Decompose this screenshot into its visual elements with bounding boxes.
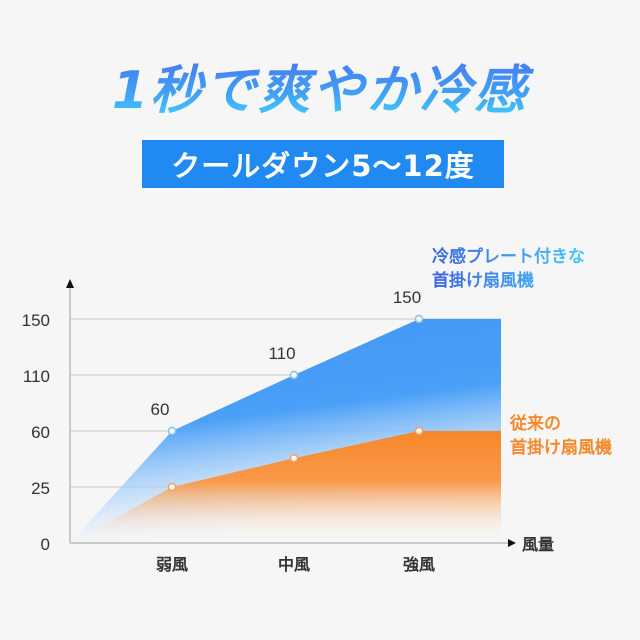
y-tick-label: 150 bbox=[22, 311, 50, 330]
y-tick-label: 110 bbox=[23, 367, 50, 386]
data-point bbox=[167, 482, 177, 492]
x-tick-label: 強風 bbox=[403, 555, 435, 574]
series-area-1 bbox=[70, 431, 501, 543]
y-tick-label: 25 bbox=[31, 479, 50, 498]
legend-blue: 冷感プレート付きな 首掛け扇風機 bbox=[432, 245, 585, 293]
data-label: 60 bbox=[151, 400, 170, 419]
data-point bbox=[414, 426, 424, 436]
data-label: 110 bbox=[268, 344, 295, 363]
data-point bbox=[289, 370, 299, 380]
data-point bbox=[289, 453, 299, 463]
cooldown-badge: クールダウン5〜12度 bbox=[142, 140, 504, 188]
data-point bbox=[414, 314, 424, 324]
data-point bbox=[167, 426, 177, 436]
page-title: 1秒で爽やか冷感 bbox=[0, 48, 640, 123]
y-axis-arrow-icon bbox=[66, 279, 74, 288]
x-axis-arrow-icon bbox=[508, 539, 516, 547]
legend-orange-line1: 従来の bbox=[510, 414, 561, 434]
legend-blue-line1: 冷感プレート付きな bbox=[432, 247, 585, 267]
x-axis-label: 風量 bbox=[522, 535, 554, 554]
legend-orange-line2: 首掛け扇風機 bbox=[510, 438, 612, 458]
legend-orange: 従来の 首掛け扇風機 bbox=[510, 412, 612, 460]
y-tick-label: 60 bbox=[31, 423, 50, 442]
x-tick-label: 弱風 bbox=[156, 555, 188, 574]
data-label: 150 bbox=[393, 288, 421, 307]
legend-blue-line2: 首掛け扇風機 bbox=[432, 271, 534, 291]
y-tick-label: 0 bbox=[41, 535, 50, 554]
x-tick-label: 中風 bbox=[278, 555, 310, 574]
